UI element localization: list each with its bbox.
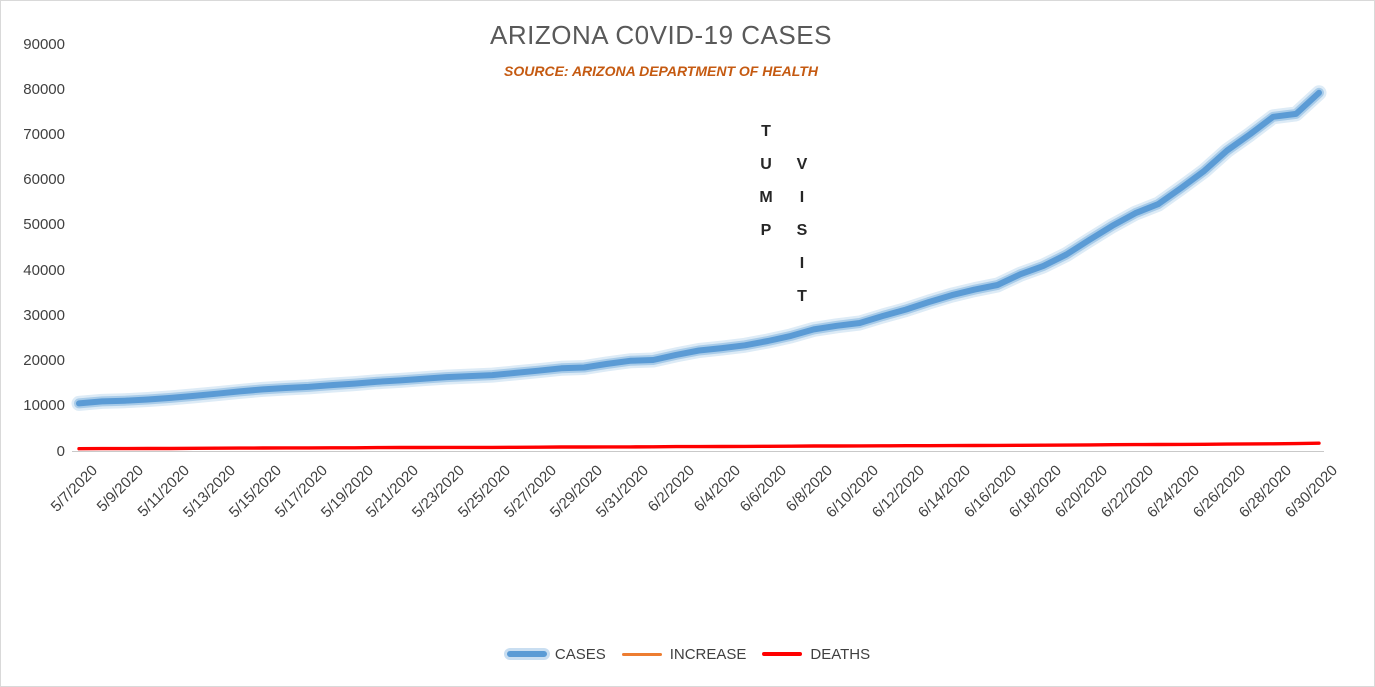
y-tick-label: 60000 — [23, 171, 65, 189]
chart-subtitle: SOURCE: ARIZONA DEPARTMENT OF HEALTH — [504, 63, 818, 79]
y-tick-label: 30000 — [23, 306, 65, 324]
chart-title: ARIZONA C0VID-19 CASES — [490, 20, 832, 50]
annotation-letter: P — [760, 222, 772, 239]
legend-item-increase: INCREASE — [621, 645, 747, 663]
legend-label: INCREASE — [669, 645, 747, 663]
legend-item-deaths: DEATHS — [762, 646, 870, 663]
annotation-letter: T — [797, 288, 807, 305]
y-tick-label: 20000 — [23, 352, 65, 370]
cases-legend-swatch — [506, 651, 547, 657]
annotation-letter: S — [796, 222, 808, 239]
y-tick-label: 70000 — [23, 125, 65, 143]
cases-line — [76, 89, 1322, 407]
legend-label: CASES — [554, 645, 606, 663]
y-tick-label: 80000 — [23, 80, 65, 98]
cases-line-glow-outer — [71, 85, 1327, 411]
deaths-legend-swatch — [762, 652, 803, 656]
annotation-letter: T — [761, 123, 771, 140]
annotation-letter: I — [799, 189, 805, 206]
legend-item-cases: CASES — [506, 645, 606, 663]
annotation-letter: I — [799, 255, 805, 272]
increase-legend-swatch — [621, 652, 662, 656]
legend-label: DEATHS — [810, 645, 871, 663]
y-tick-label: 10000 — [23, 397, 65, 415]
deaths-line — [77, 441, 1321, 451]
annotation-letter: U — [760, 156, 772, 173]
annotation-letter: V — [796, 156, 808, 173]
y-tick-label: 0 — [56, 442, 65, 460]
legend: CASES INCREASE DEATHS — [1, 642, 1374, 666]
y-tick-label: 90000 — [23, 35, 65, 53]
annotation-letter: M — [759, 189, 773, 206]
y-tick-label: 40000 — [23, 261, 65, 279]
y-tick-label: 50000 — [23, 216, 65, 234]
